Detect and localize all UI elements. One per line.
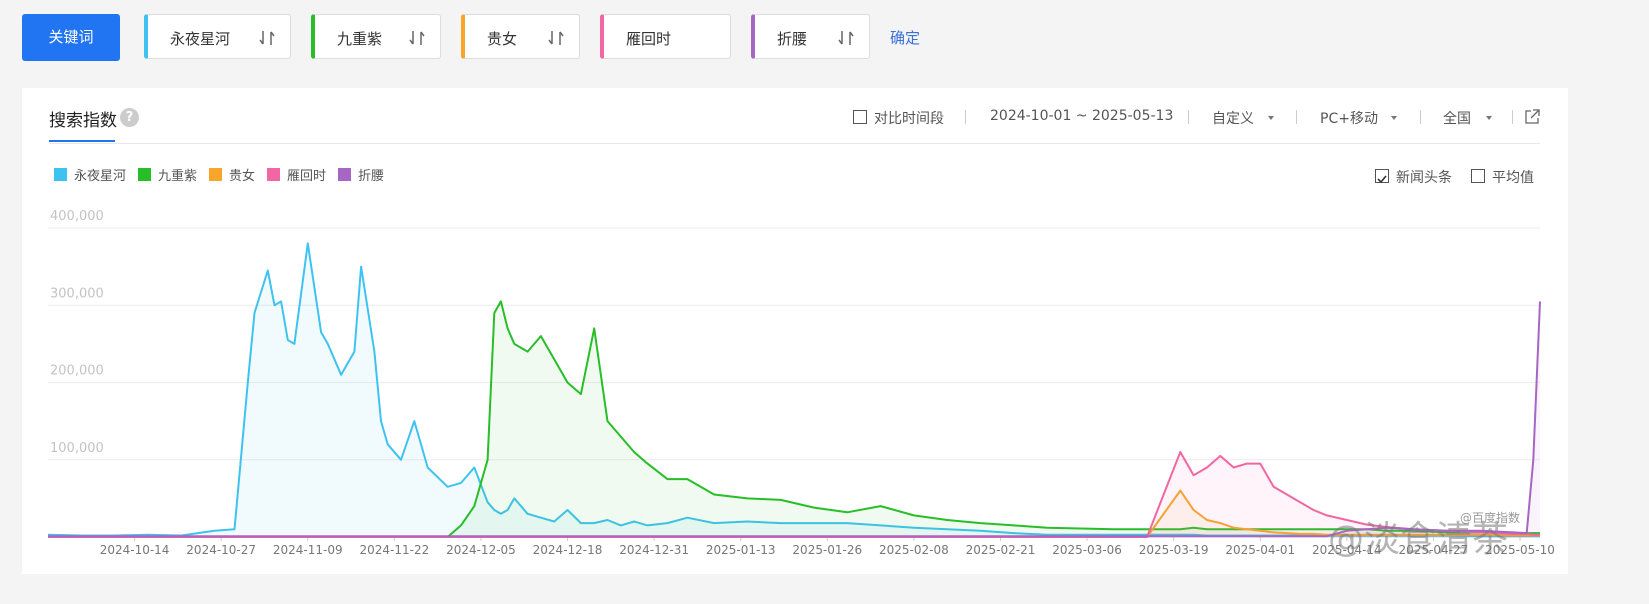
- region-select[interactable]: 全国: [1443, 111, 1471, 127]
- news-label[interactable]: 新闻头条: [1396, 170, 1452, 186]
- help-icon[interactable]: ?: [120, 108, 139, 127]
- sort-icon[interactable]: [258, 30, 276, 46]
- keyword-box[interactable]: 永夜星河: [144, 14, 291, 59]
- checkbox-checked[interactable]: [1375, 169, 1389, 184]
- keyword-box[interactable]: 雁回时: [600, 14, 731, 59]
- date-range[interactable]: 2024-10-01 ~ 2025-05-13: [990, 108, 1174, 124]
- separator: [1512, 110, 1513, 124]
- keyword: 九重紫: [337, 30, 383, 48]
- keyword: 雁回时: [626, 30, 672, 48]
- legend-label[interactable]: 折腰: [358, 169, 385, 184]
- x-tick-label: 2025-02-08: [879, 543, 949, 557]
- x-tick-label: 2025-03-06: [1052, 543, 1122, 557]
- keyword-box[interactable]: 九重紫: [311, 14, 441, 59]
- legend-swatch: [138, 168, 151, 181]
- sort-icon[interactable]: [547, 30, 565, 46]
- x-tick-label: 2024-12-18: [533, 543, 603, 557]
- sort-icon[interactable]: [837, 30, 855, 46]
- watermark: @百度指数: [1460, 511, 1521, 525]
- keyword-button[interactable]: 关键词: [22, 14, 120, 61]
- sort-icon[interactable]: [408, 30, 426, 46]
- separator: [1188, 110, 1189, 124]
- legend-label[interactable]: 贵女: [229, 169, 256, 184]
- caret: [1486, 116, 1492, 120]
- separator: [1296, 110, 1297, 124]
- keyword-box[interactable]: 贵女: [461, 14, 580, 59]
- x-tick-label: 2025-03-19: [1139, 543, 1209, 557]
- x-tick-label: 2025-04-27: [1399, 543, 1469, 557]
- area: [48, 243, 1540, 537]
- area: [48, 490, 1540, 537]
- x-tick-label: 2024-12-31: [619, 543, 689, 557]
- keyword: 折腰: [777, 30, 808, 48]
- legend-label[interactable]: 九重紫: [158, 169, 198, 184]
- average-label[interactable]: 平均值: [1492, 170, 1534, 186]
- export-icon[interactable]: [1524, 109, 1540, 125]
- x-tick-label: 2025-01-13: [706, 543, 776, 557]
- x-tick-label: 2024-11-09: [273, 543, 343, 557]
- x-tick-label: 2025-02-21: [966, 543, 1036, 557]
- area: [48, 452, 1540, 537]
- confirm-link[interactable]: 确定: [890, 29, 921, 47]
- x-tick-label: 2024-10-14: [100, 543, 170, 557]
- x-tick-label: 2025-05-10: [1485, 543, 1555, 557]
- legend-swatch: [209, 168, 222, 181]
- x-tick-label: 2025-01-26: [792, 543, 862, 557]
- divider: [49, 143, 1540, 144]
- checkbox[interactable]: [853, 110, 867, 124]
- legend-label[interactable]: 永夜星河: [74, 169, 127, 184]
- caret: [1268, 116, 1274, 120]
- legend-label[interactable]: 雁回时: [287, 169, 327, 184]
- legend-swatch: [338, 168, 351, 181]
- x-tick-label: 2024-10-27: [186, 543, 256, 557]
- legend-swatch: [54, 168, 67, 181]
- tab-underline: [49, 140, 115, 142]
- legend-swatch: [267, 168, 280, 181]
- x-tick-label: 2024-12-05: [446, 543, 516, 557]
- device-select[interactable]: PC+移动: [1320, 111, 1378, 127]
- x-tick-label: 2025-04-14: [1312, 543, 1382, 557]
- keyword-box[interactable]: 折腰: [751, 14, 870, 59]
- y-tick-label: 200,000: [50, 364, 104, 379]
- custom-select[interactable]: 自定义: [1212, 111, 1254, 127]
- separator: [965, 110, 966, 124]
- line: [48, 301, 1541, 538]
- keyword: 贵女: [487, 30, 518, 48]
- x-tick-label: 2025-04-01: [1225, 543, 1295, 557]
- y-tick-label: 100,000: [50, 441, 104, 456]
- tab[interactable]: 搜索指数: [49, 111, 117, 131]
- watermark: @淡食清茶: [1328, 519, 1509, 560]
- separator: [1420, 110, 1421, 124]
- checkbox[interactable]: [1471, 169, 1485, 183]
- x-tick-label: 2024-11-22: [359, 543, 429, 557]
- y-tick-label: 400,000: [50, 209, 104, 224]
- caret: [1391, 116, 1397, 120]
- y-tick-label: 300,000: [50, 286, 104, 301]
- compare-label[interactable]: 对比时间段: [874, 111, 944, 127]
- keyword: 永夜星河: [170, 30, 231, 48]
